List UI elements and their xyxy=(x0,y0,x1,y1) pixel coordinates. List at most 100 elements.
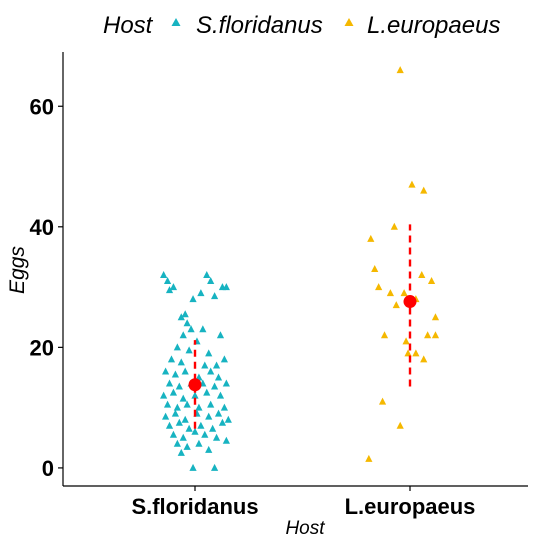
data-point xyxy=(386,289,394,297)
data-point xyxy=(400,289,408,297)
data-point xyxy=(214,409,223,417)
data-points xyxy=(160,66,440,471)
data-point xyxy=(365,454,373,462)
data-point xyxy=(189,463,197,471)
data-point xyxy=(179,394,187,402)
data-point xyxy=(212,433,221,441)
data-point xyxy=(216,331,225,339)
data-point xyxy=(169,283,178,291)
data-point xyxy=(171,409,179,417)
data-point xyxy=(183,400,191,408)
data-point xyxy=(211,463,219,471)
data-point xyxy=(187,325,195,333)
data-point xyxy=(181,367,189,375)
data-point xyxy=(183,319,191,327)
data-point xyxy=(427,277,436,285)
data-point xyxy=(191,427,199,435)
data-point xyxy=(185,424,193,432)
data-point xyxy=(224,415,232,423)
legend-label-l-europaeus: L.europaeus xyxy=(367,12,500,39)
legend-title: Host xyxy=(103,12,154,39)
data-point xyxy=(207,400,215,408)
data-point xyxy=(207,277,215,285)
data-point xyxy=(222,379,230,387)
data-point xyxy=(207,367,215,375)
data-point xyxy=(165,421,174,429)
legend-label-s-floridanus: S.floridanus xyxy=(196,12,323,39)
y-axis-ticks: 0 20 40 60 xyxy=(30,94,63,481)
summary-markers xyxy=(188,224,417,429)
data-point xyxy=(191,391,199,399)
data-point xyxy=(205,412,213,420)
y-tick-label: 20 xyxy=(30,335,54,360)
data-point xyxy=(185,346,193,354)
y-tick-label: 40 xyxy=(30,215,54,240)
data-point xyxy=(201,430,209,438)
data-point xyxy=(173,439,181,447)
x-axis-title: Host xyxy=(285,518,325,539)
data-point xyxy=(177,313,185,321)
data-point xyxy=(431,331,440,339)
data-point xyxy=(169,430,178,438)
data-point xyxy=(404,349,412,357)
x-tick-label: L.europaeus xyxy=(345,494,476,519)
data-point xyxy=(209,424,217,432)
data-point xyxy=(211,382,219,390)
legend-key-s-floridanus xyxy=(171,18,181,26)
data-point xyxy=(408,180,416,188)
data-point xyxy=(162,412,170,420)
data-point xyxy=(160,271,168,279)
data-point xyxy=(169,388,178,396)
data-point xyxy=(175,382,183,390)
data-point xyxy=(418,271,426,279)
legend-key-l-europaeus xyxy=(344,18,354,26)
mean-point xyxy=(188,378,202,392)
data-point xyxy=(163,400,172,408)
data-point xyxy=(214,373,223,381)
data-point xyxy=(222,283,230,291)
mean-point xyxy=(403,295,417,309)
data-point xyxy=(177,448,185,456)
legend: Host S.floridanus L.europaeus xyxy=(103,12,500,39)
data-point xyxy=(189,295,197,303)
data-point xyxy=(375,283,383,291)
data-point xyxy=(183,442,191,450)
data-point xyxy=(195,403,203,411)
data-point xyxy=(380,331,389,339)
data-point xyxy=(392,301,400,309)
data-point xyxy=(179,433,187,441)
data-point xyxy=(181,415,189,423)
data-point xyxy=(205,349,213,357)
data-point xyxy=(216,391,225,399)
data-point xyxy=(177,358,185,366)
data-point xyxy=(197,289,205,297)
x-tick-label: S.floridanus xyxy=(131,494,258,519)
data-point xyxy=(179,331,187,339)
data-point xyxy=(173,343,181,351)
data-point xyxy=(162,367,170,375)
data-point xyxy=(165,286,174,294)
x-axis-ticks: S.floridanus L.europaeus xyxy=(131,486,475,519)
data-point xyxy=(212,361,221,369)
data-point xyxy=(378,397,387,405)
data-point xyxy=(203,271,211,279)
data-point xyxy=(160,391,168,399)
data-point xyxy=(424,331,432,339)
data-point xyxy=(220,355,228,363)
data-point xyxy=(205,445,213,453)
data-point xyxy=(203,388,211,396)
data-point xyxy=(220,403,228,411)
data-point xyxy=(165,379,174,387)
data-point xyxy=(390,222,398,230)
data-point xyxy=(197,421,205,429)
data-point xyxy=(163,277,172,285)
data-point xyxy=(173,403,181,411)
data-point xyxy=(431,313,440,321)
data-point xyxy=(201,361,209,369)
data-point xyxy=(412,349,420,357)
data-point xyxy=(396,66,404,74)
y-tick-label: 0 xyxy=(42,456,54,481)
y-axis-title: Eggs xyxy=(6,246,29,294)
data-point xyxy=(222,436,230,444)
